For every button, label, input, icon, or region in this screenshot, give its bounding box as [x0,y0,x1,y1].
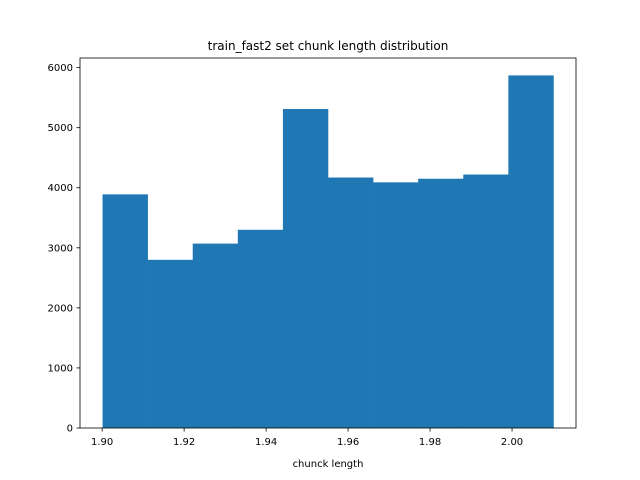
bars-group [102,75,554,429]
y-tick-label: 5000 [48,123,73,134]
y-tick-label: 4000 [48,183,73,194]
y-tick-label: 1000 [48,363,73,374]
x-tick-label: 1.96 [337,437,359,448]
histogram-bar [282,109,329,429]
histogram-bar [237,229,284,428]
histogram-bar [147,259,194,428]
x-tick-label: 1.94 [255,437,277,448]
y-tick-label: 3000 [48,243,73,254]
x-tick-label: 1.98 [419,437,441,448]
histogram-bar [373,182,419,428]
histogram-bar [102,194,148,428]
y-tick-label: 2000 [48,303,73,314]
x-axis-label: chunck length [293,459,364,470]
x-tick-label: 2.00 [501,437,523,448]
x-tick-label: 1.92 [173,437,195,448]
y-axis: 0 1000 2000 3000 4000 5000 6000 [48,63,80,435]
y-tick-label: 6000 [48,63,73,74]
y-tick-label: 0 [67,424,73,435]
x-tick-label: 1.90 [91,437,113,448]
histogram-bar [192,243,239,428]
x-axis: 1.90 1.92 1.94 1.96 1.98 2.00 [91,428,523,448]
plot-frame [79,57,577,429]
chart-title: train_fast2 set chunk length distributio… [208,39,449,53]
histogram-bar [508,75,554,429]
histogram-bar [328,177,374,428]
histogram-bar [418,178,464,428]
histogram-bar [463,174,509,428]
